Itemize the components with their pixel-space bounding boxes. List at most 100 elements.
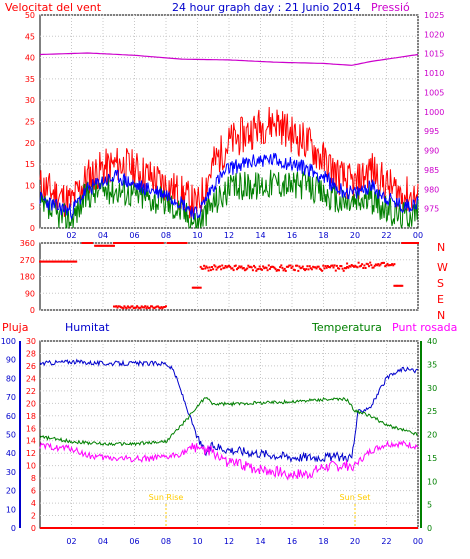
rain-tick-label: 10 [26,462,36,471]
direction-point [361,263,364,266]
direction-point [145,242,148,244]
direction-point [413,242,416,244]
direction-point [42,260,45,263]
direction-point [172,242,175,244]
series-line-min [39,169,419,229]
direction-point [266,269,269,272]
direction-point [220,268,223,271]
direction-point [401,284,404,287]
rain-tick-label: 24 [26,374,36,383]
y-tick-label-left: 45 [25,32,35,41]
humidity-tick-label: 70 [6,393,16,402]
direction-point [70,260,73,263]
direction-point [293,269,296,272]
direction-point [354,264,357,267]
rain-tick-label: 22 [26,387,36,396]
direction-point [298,265,301,268]
temperature-tick-label: 20 [427,431,437,440]
pressure-axis-label: Pressió [371,1,410,14]
direction-point [256,268,259,271]
y-tick-label-left: 30 [25,96,35,105]
direction-point [150,305,152,308]
direction-point [372,266,375,269]
direction-point [207,269,210,272]
direction-point [281,266,284,269]
direction-point [162,306,165,309]
x-tick-label: 14 [255,231,265,240]
direction-point [272,265,275,268]
direction-point [147,242,150,244]
direction-point [387,264,390,267]
x-tick-label: 12 [224,231,234,240]
direction-point [393,284,396,287]
direction-point [290,267,293,269]
direction-point [151,305,154,308]
direction-point [55,260,58,263]
direction-point [295,264,297,267]
direction-point [408,242,411,244]
y-tick-label-right: 990 [424,147,439,156]
direction-point [84,242,87,244]
direction-point [54,260,57,263]
y-tick-label-left: 50 [25,11,35,20]
direction-point [224,265,227,267]
direction-point [149,242,152,244]
direction-point [68,260,71,263]
direction-point [154,306,157,309]
x-tick-label: 18 [318,537,328,546]
dew-point-label: Punt rosada [392,321,457,334]
direction-point [214,265,217,268]
direction-point [156,242,158,244]
y-tick-label-left: 270 [20,256,35,265]
rain-tick-label: 14 [26,437,36,446]
direction-point [191,286,194,289]
direction-point [323,267,326,270]
direction-point [398,284,401,287]
direction-point [314,266,317,269]
direction-point [101,244,104,247]
direction-point [358,265,361,268]
direction-point [259,268,262,270]
y-tick-label-right: 1010 [424,69,444,78]
y-tick-label-left: 180 [20,273,35,282]
compass-label: N [437,241,445,254]
y-tick-label-right: 985 [424,166,439,175]
direction-point [124,242,127,244]
direction-point [348,265,351,268]
direction-point [332,266,335,269]
direction-point [364,267,367,269]
direction-point [399,284,402,287]
temperature-tick-label: 35 [427,360,437,369]
direction-point [136,305,139,308]
direction-point [380,262,383,265]
direction-point [179,242,182,244]
direction-point [94,244,97,247]
direction-point [60,260,62,263]
direction-point [151,242,154,244]
direction-point [144,242,147,244]
y-tick-label-left: 25 [25,118,35,127]
direction-point [217,265,220,268]
wind-pressure-chart: 0510152025303540455097598098599099510001… [25,11,445,240]
sun-annotation: Sun Set [340,493,371,502]
direction-point [120,242,122,244]
direction-point [147,307,150,309]
direction-point [321,269,324,272]
direction-point [154,242,157,244]
direction-point [231,267,234,270]
direction-point [132,242,135,244]
direction-point [138,242,141,244]
direction-point [184,242,187,244]
direction-point [193,286,196,289]
direction-point [349,265,352,268]
direction-point [402,242,405,244]
series-line-pressure [39,52,419,66]
direction-point [199,265,202,268]
direction-point [287,265,290,268]
direction-point [69,260,72,263]
x-tick-label: 12 [224,537,234,546]
direction-point [125,242,128,244]
direction-point [368,265,370,268]
direction-point [258,265,261,268]
humidity-tick-label: 90 [6,356,16,365]
